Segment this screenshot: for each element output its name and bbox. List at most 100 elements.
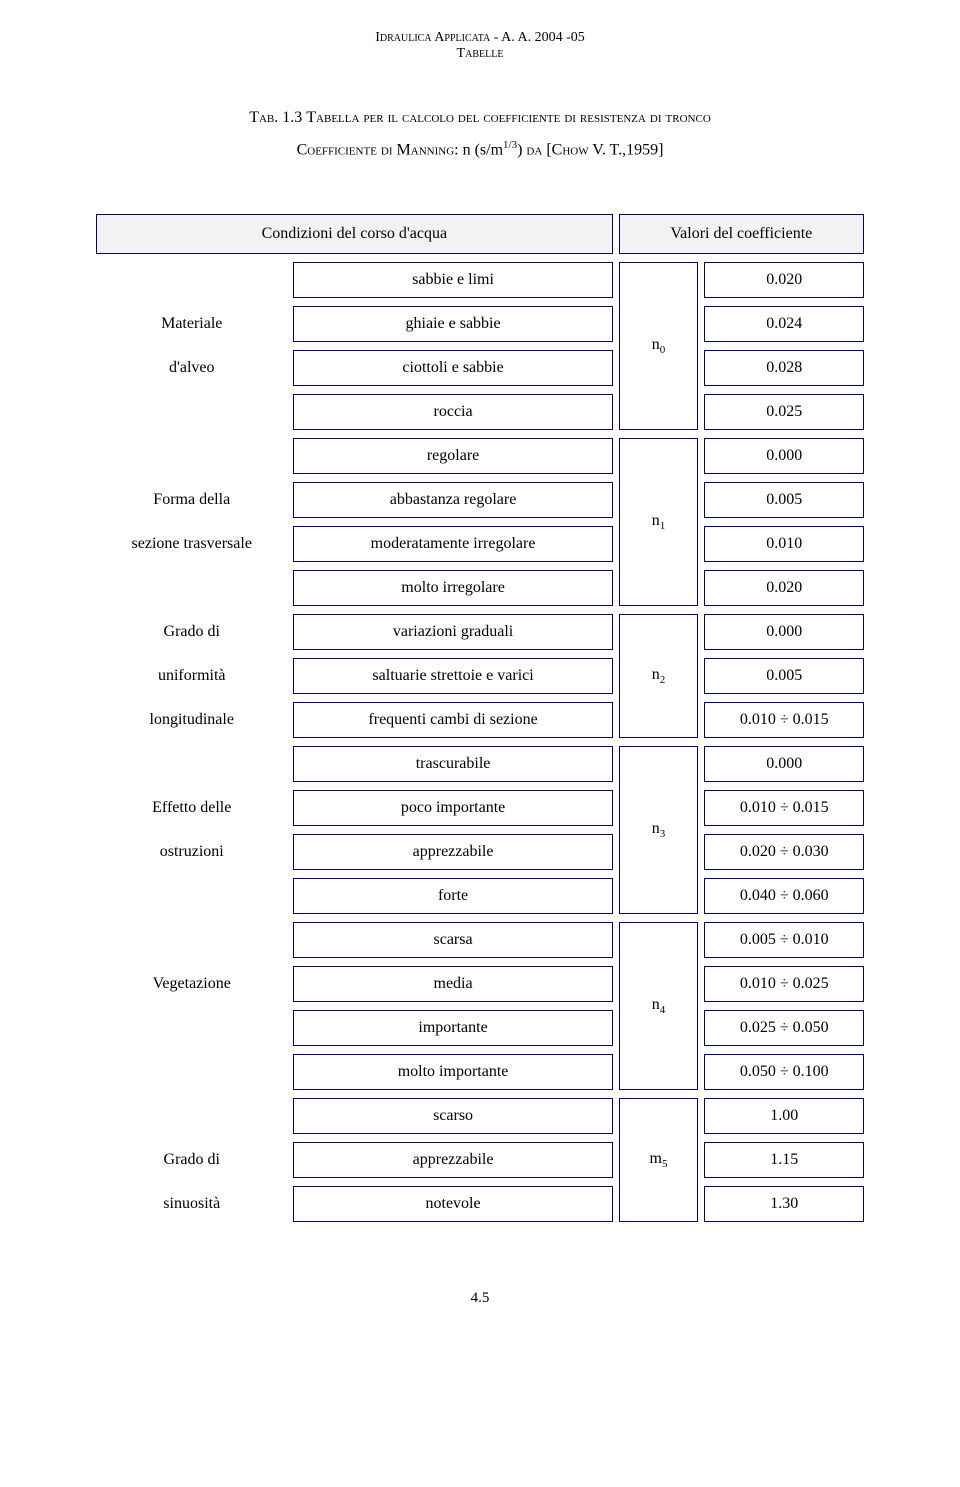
table-row: molto irregolare0.020 [96, 570, 864, 606]
row-description: scarsa [293, 922, 612, 958]
group-label: uniformità [96, 658, 287, 694]
formula-exp: 1/3 [503, 139, 517, 151]
group-label: ostruzioni [96, 834, 287, 870]
row-value: 1.30 [704, 1186, 864, 1222]
row-description: poco importante [293, 790, 612, 826]
row-description: notevole [293, 1186, 612, 1222]
table-header-left: Condizioni del corso d'acqua [96, 214, 613, 254]
row-value: 0.028 [704, 350, 864, 386]
table-row: Materialeghiaie e sabbie 0.024 [96, 306, 864, 342]
row-value: 0.000 [704, 614, 864, 650]
symbol-cell: n4 [619, 922, 699, 1090]
table-row: ostruzioniapprezzabile 0.020 ÷ 0.030 [96, 834, 864, 870]
row-value: 0.025 ÷ 0.050 [704, 1010, 864, 1046]
row-description: abbastanza regolare [293, 482, 612, 518]
table-row: sinuositànotevole 1.30 [96, 1186, 864, 1222]
table-row: roccia 0.025 [96, 394, 864, 430]
row-value: 0.010 ÷ 0.015 [704, 790, 864, 826]
table-row: Vegetazionemedia 0.010 ÷ 0.025 [96, 966, 864, 1002]
table-row: scarsan40.005 ÷ 0.010 [96, 922, 864, 958]
group-label [96, 262, 287, 298]
row-description: forte [293, 878, 612, 914]
row-value: 0.024 [704, 306, 864, 342]
table-row: Grado divariazioni gradualin20.000 [96, 614, 864, 650]
row-description: importante [293, 1010, 612, 1046]
row-description: molto irregolare [293, 570, 612, 606]
symbol-cell: n2 [619, 614, 699, 738]
group-label [96, 1010, 287, 1046]
title-main: Tabella per il calcolo del coefficiente … [306, 109, 710, 126]
row-value: 1.00 [704, 1098, 864, 1134]
row-value: 0.005 ÷ 0.010 [704, 922, 864, 958]
group-label: Grado di [96, 614, 287, 650]
group-label: d'alveo [96, 350, 287, 386]
group-label: sezione trasversale [96, 526, 287, 562]
table-row: Effetto dellepoco importante0.010 ÷ 0.01… [96, 790, 864, 826]
row-description: apprezzabile [293, 834, 612, 870]
table-row: sezione trasversalemoderatamente irregol… [96, 526, 864, 562]
coef-prefix: Coefficiente di [297, 141, 397, 158]
row-description: trascurabile [293, 746, 612, 782]
ref-text: [Chow V. T.,1959] [542, 141, 663, 158]
row-value: 1.15 [704, 1142, 864, 1178]
da-text: da [526, 141, 542, 158]
row-value: 0.020 [704, 262, 864, 298]
tab-number: Tab. 1.3 [249, 109, 302, 126]
row-value: 0.005 [704, 482, 864, 518]
header-line-1: Idraulica Applicata - A. A. 2004 -05 [90, 30, 870, 46]
table-row: uniformitàsaltuarie strettoie e varici0.… [96, 658, 864, 694]
formula-text: : n (s/m [454, 141, 503, 158]
row-value: 0.025 [704, 394, 864, 430]
table-row: molto importante 0.050 ÷ 0.100 [96, 1054, 864, 1090]
table-header-right: Valori del coefficiente [619, 214, 864, 254]
row-value: 0.010 ÷ 0.015 [704, 702, 864, 738]
table-row: Grado diapprezzabile1.15 [96, 1142, 864, 1178]
row-description: sabbie e limi [293, 262, 612, 298]
row-value: 0.010 ÷ 0.025 [704, 966, 864, 1002]
group-label [96, 922, 287, 958]
symbol-cell: n1 [619, 438, 699, 606]
header-line-2: Tabelle [90, 46, 870, 62]
table-row: Forma dellaabbastanza regolare 0.005 [96, 482, 864, 518]
row-description: regolare [293, 438, 612, 474]
row-value: 0.050 ÷ 0.100 [704, 1054, 864, 1090]
manning-text: Manning [397, 141, 455, 158]
group-label [96, 746, 287, 782]
group-label: Forma della [96, 482, 287, 518]
table-row: importante 0.025 ÷ 0.050 [96, 1010, 864, 1046]
group-label: Vegetazione [96, 966, 287, 1002]
group-label [96, 570, 287, 606]
group-label [96, 1098, 287, 1134]
row-value: 0.000 [704, 438, 864, 474]
symbol-cell: m5 [619, 1098, 699, 1222]
row-description: scarso [293, 1098, 612, 1134]
row-value: 0.040 ÷ 0.060 [704, 878, 864, 914]
group-label [96, 394, 287, 430]
row-description: molto importante [293, 1054, 612, 1090]
table-row: sabbie e limin00.020 [96, 262, 864, 298]
table-row: forte 0.040 ÷ 0.060 [96, 878, 864, 914]
table-row: regolaren10.000 [96, 438, 864, 474]
title-block: Tab. 1.3 Tabella per il calcolo del coef… [90, 102, 870, 166]
row-description: ghiaie e sabbie [293, 306, 612, 342]
symbol-cell: n3 [619, 746, 699, 914]
row-value: 0.020 ÷ 0.030 [704, 834, 864, 870]
symbol-cell: n0 [619, 262, 699, 430]
row-description: media [293, 966, 612, 1002]
page-number: 4.5 [90, 1290, 870, 1307]
row-description: moderatamente irregolare [293, 526, 612, 562]
row-description: variazioni graduali [293, 614, 612, 650]
coefficient-table: Condizioni del corso d'acquaValori del c… [90, 206, 870, 1230]
group-label: longitudinale [96, 702, 287, 738]
row-value: 0.010 [704, 526, 864, 562]
row-description: ciottoli e sabbie [293, 350, 612, 386]
group-label: Grado di [96, 1142, 287, 1178]
group-label: Materiale [96, 306, 287, 342]
table-row: d'alveociottoli e sabbie 0.028 [96, 350, 864, 386]
row-description: frequenti cambi di sezione [293, 702, 612, 738]
group-label: sinuosità [96, 1186, 287, 1222]
row-description: roccia [293, 394, 612, 430]
page-header: Idraulica Applicata - A. A. 2004 -05 Tab… [90, 30, 870, 62]
group-label [96, 438, 287, 474]
group-label [96, 1054, 287, 1090]
